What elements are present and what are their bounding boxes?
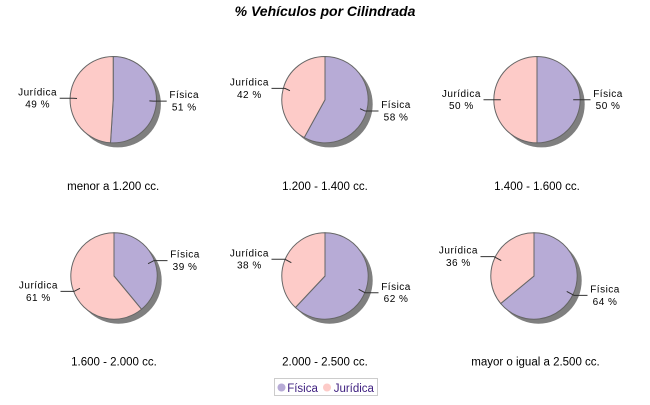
svg-text:Física: Física	[590, 284, 620, 295]
svg-text:Física: Física	[169, 90, 199, 101]
svg-text:64 %: 64 %	[593, 297, 618, 308]
svg-text:Física: Física	[381, 100, 411, 111]
svg-text:Jurídica: Jurídica	[442, 89, 481, 100]
svg-text:1.200 - 1.400 cc.: 1.200 - 1.400 cc.	[282, 181, 368, 193]
svg-text:62 %: 62 %	[384, 294, 409, 305]
svg-text:1.600 - 2.000 cc.: 1.600 - 2.000 cc.	[71, 357, 157, 369]
svg-text:1.400 - 1.600 cc.: 1.400 - 1.600 cc.	[494, 181, 580, 193]
svg-text:mayor o igual a 2.500 cc.: mayor o igual a 2.500 cc.	[471, 357, 600, 369]
svg-text:Física: Física	[287, 383, 318, 395]
svg-text:Física: Física	[381, 282, 411, 293]
svg-text:Jurídica: Jurídica	[230, 77, 269, 88]
svg-text:Física: Física	[593, 89, 623, 100]
svg-text:menor a 1.200 cc.: menor a 1.200 cc.	[67, 181, 159, 193]
svg-text:Jurídica: Jurídica	[334, 383, 375, 395]
svg-text:42 %: 42 %	[237, 90, 262, 101]
svg-text:2.000 - 2.500 cc.: 2.000 - 2.500 cc.	[282, 357, 368, 369]
svg-text:51 %: 51 %	[172, 103, 197, 114]
svg-text:38 %: 38 %	[237, 261, 262, 272]
svg-text:49 %: 49 %	[25, 100, 50, 111]
svg-text:39 %: 39 %	[173, 262, 198, 273]
svg-text:Jurídica: Jurídica	[230, 248, 269, 259]
svg-text:Jurídica: Jurídica	[19, 281, 58, 292]
svg-text:58 %: 58 %	[384, 112, 409, 123]
svg-text:36 %: 36 %	[446, 258, 471, 269]
svg-text:Física: Física	[170, 250, 200, 261]
svg-text:Jurídica: Jurídica	[439, 246, 478, 257]
svg-text:61 %: 61 %	[26, 293, 51, 304]
svg-text:50 %: 50 %	[596, 101, 621, 112]
svg-text:% Vehículos por Cilindrada: % Vehículos por Cilindrada	[235, 3, 416, 19]
svg-text:Jurídica: Jurídica	[18, 87, 57, 98]
svg-text:50 %: 50 %	[449, 101, 474, 112]
